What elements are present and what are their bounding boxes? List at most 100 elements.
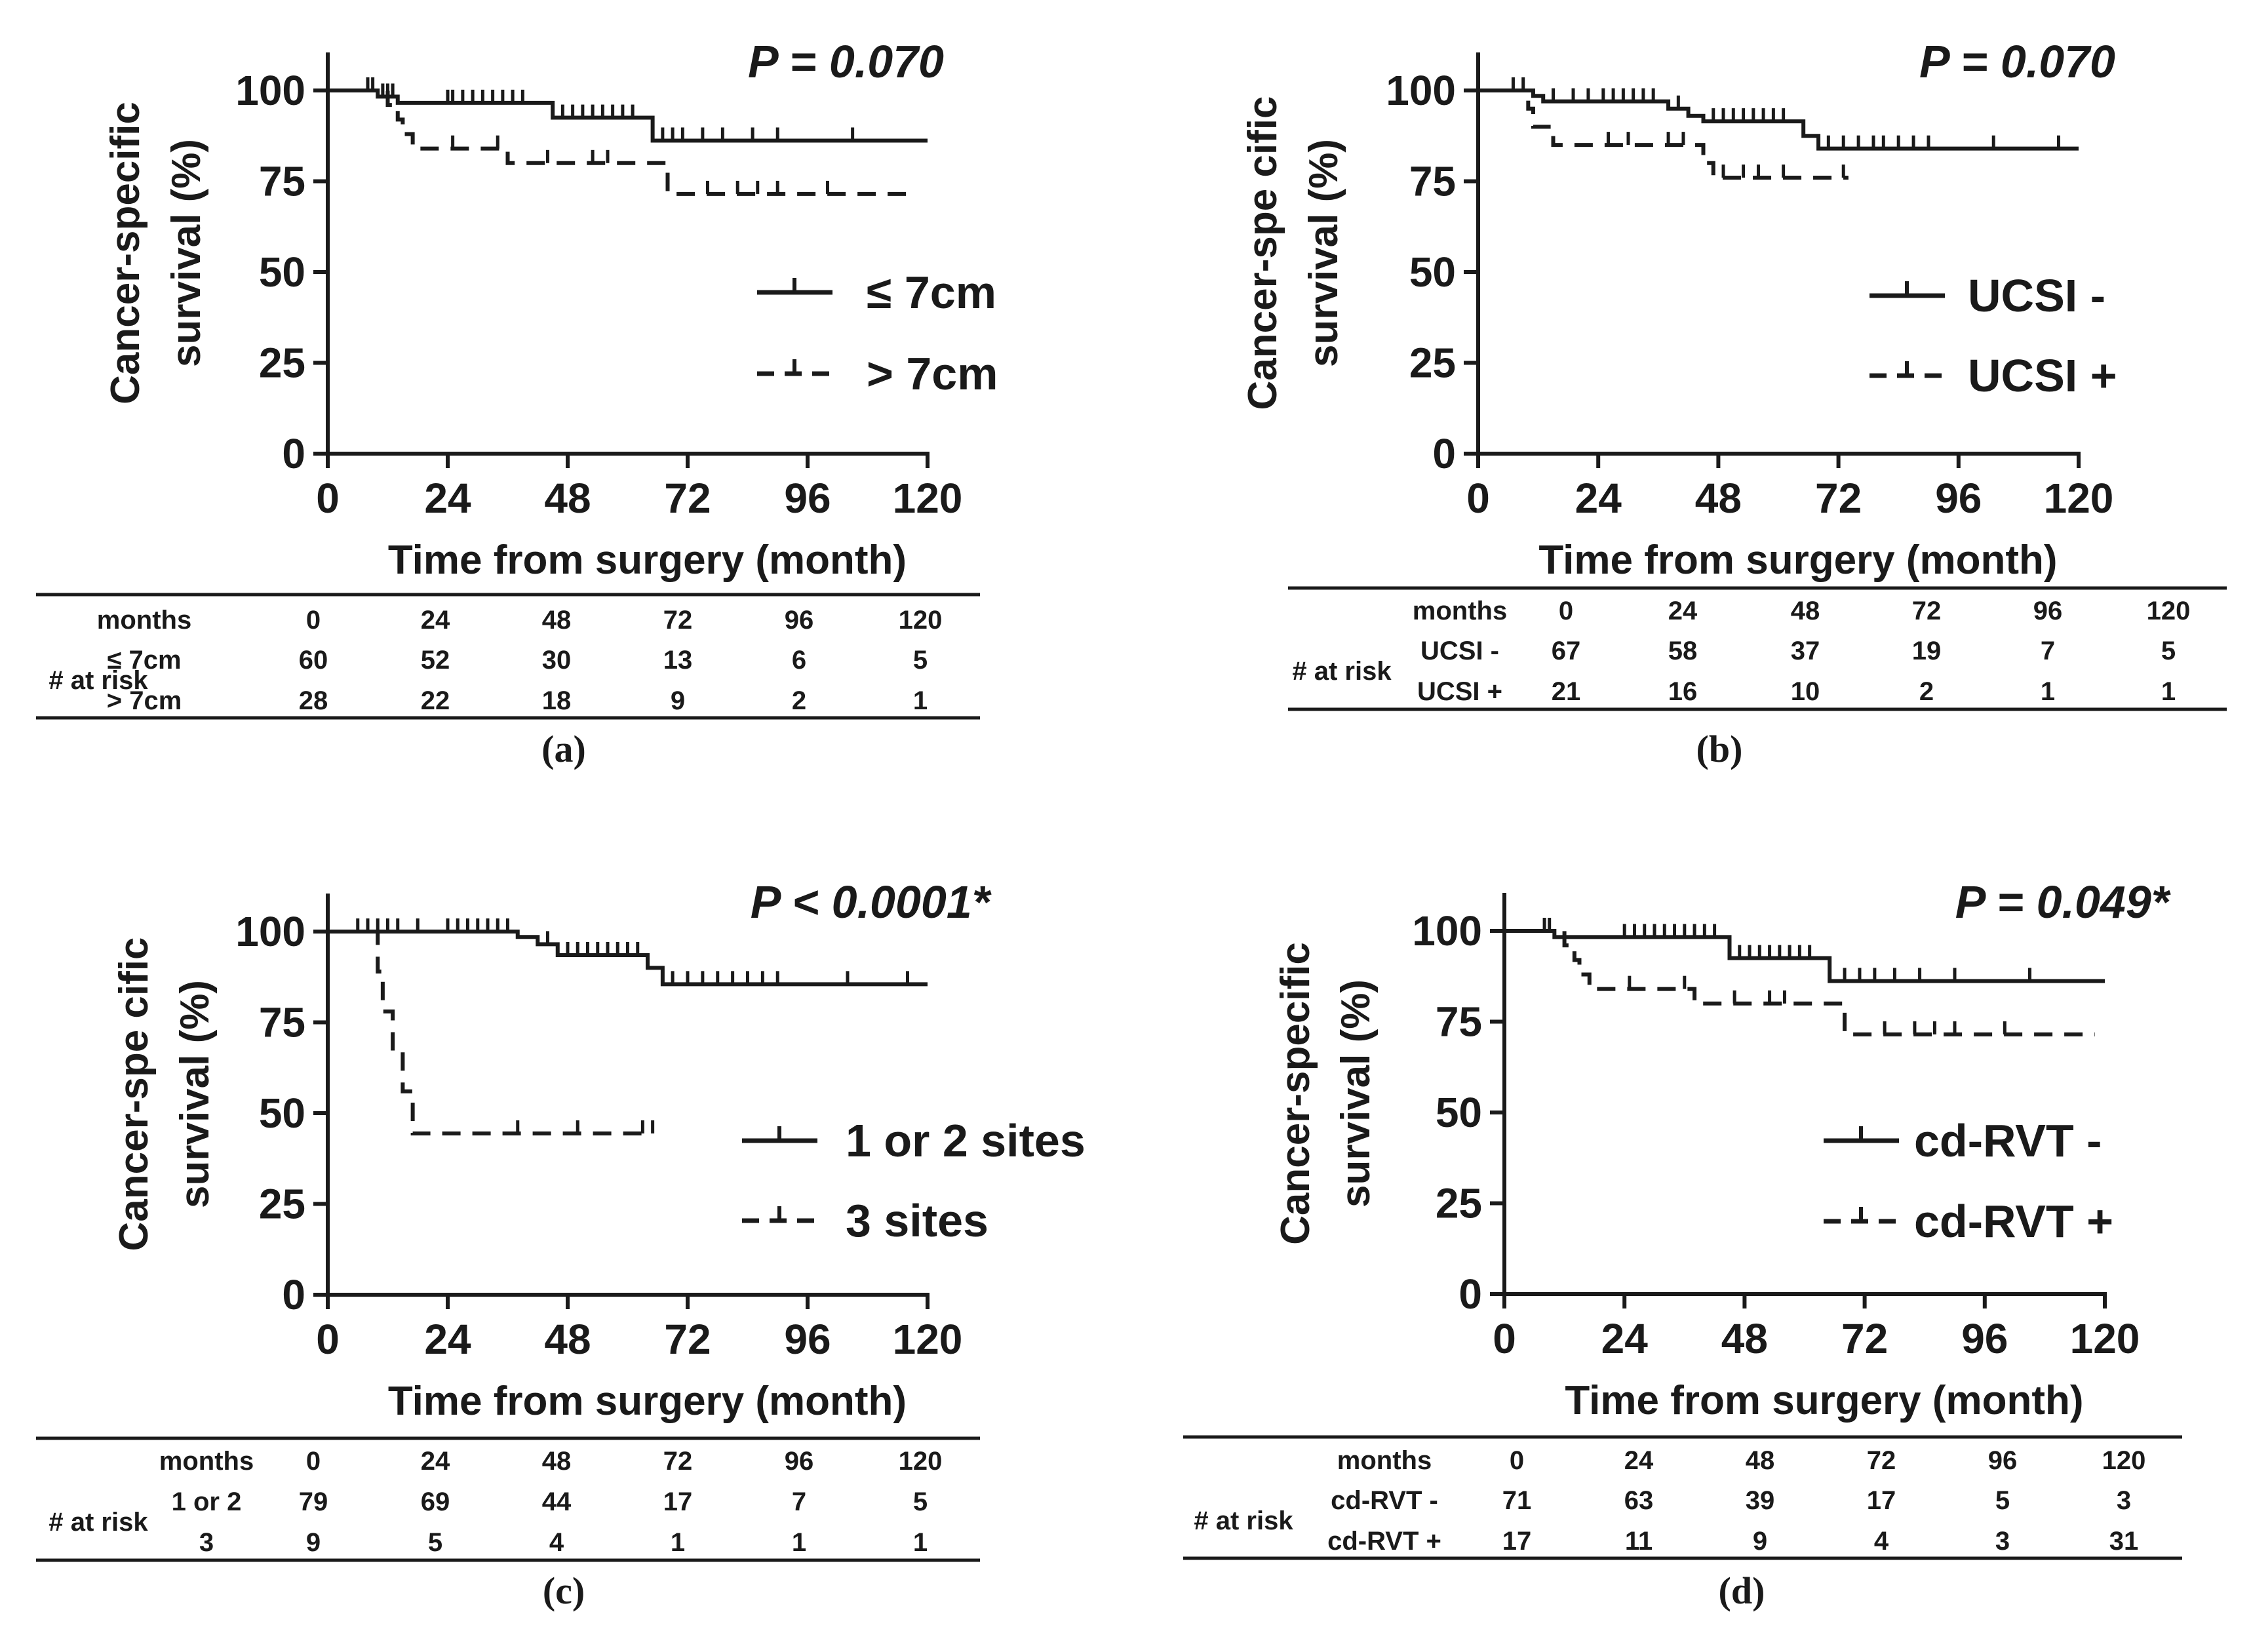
- risk-table-group-label: # at risk: [1292, 657, 1392, 686]
- panel-c: 0 25 50 75 100 0 24 48 72 96 120 Time from surgery …: [0, 826, 1126, 1652]
- risk-table-value-2: 1: [913, 686, 928, 715]
- panel-caption: (b): [1696, 728, 1743, 770]
- x-tick-label: 24: [424, 1316, 471, 1363]
- risk-table-group-label: # at risk: [49, 1508, 148, 1537]
- y-tick-label: 50: [1409, 248, 1456, 296]
- p-value-label: P = 0.049*: [1955, 876, 2171, 928]
- y-tick-label: 75: [1409, 158, 1456, 205]
- risk-table-value-1: 19: [1912, 637, 1942, 665]
- risk-table-header: months: [97, 606, 191, 635]
- y-tick-label: 25: [259, 1181, 305, 1228]
- risk-table-value-2: 16: [1668, 677, 1698, 706]
- risk-table-group-label: # at risk: [49, 666, 148, 695]
- risk-table-value-2: 1: [2161, 677, 2176, 706]
- y-tick-label: 75: [259, 158, 305, 205]
- legend-label-1: cd-RVT -: [1914, 1115, 2102, 1166]
- risk-table-group-label: # at risk: [1194, 1506, 1293, 1535]
- y-tick-label: 50: [259, 248, 305, 296]
- y-axis-title-line1: Cancer-spe cific: [111, 937, 157, 1251]
- x-tick-label: 0: [1466, 475, 1490, 522]
- risk-table-value-2: 4: [1874, 1527, 1889, 1556]
- risk-table-row-label-1: cd-RVT -: [1331, 1486, 1438, 1515]
- risk-table-value-1: 30: [542, 646, 572, 675]
- risk-table-value-2: 17: [1502, 1527, 1532, 1556]
- risk-table-value-1: 5: [913, 646, 928, 675]
- risk-table-time: 24: [1624, 1446, 1654, 1475]
- risk-table-value-1: 52: [421, 646, 450, 675]
- risk-table-time: 120: [899, 1447, 943, 1476]
- y-tick-label: 100: [235, 908, 305, 955]
- y-tick-label: 100: [1412, 907, 1482, 954]
- survival-curve-2: [372, 930, 653, 1136]
- risk-table-row-label-1: UCSI -: [1420, 637, 1499, 665]
- risk-table-row-label-2: > 7cm: [107, 686, 182, 715]
- x-tick-label: 0: [1493, 1315, 1516, 1362]
- x-tick-label: 120: [2070, 1315, 2140, 1362]
- y-tick-label: 0: [1458, 1270, 1482, 1318]
- risk-table-time: 48: [1746, 1446, 1775, 1475]
- risk-table-value-1: 71: [1502, 1486, 1532, 1515]
- risk-table-time: 0: [1559, 597, 1573, 625]
- y-tick-label: 0: [1432, 430, 1456, 477]
- y-tick-label: 25: [1409, 340, 1456, 387]
- y-axis-title-line2: survival (%): [172, 980, 218, 1208]
- legend-label-2: cd-RVT +: [1914, 1196, 2113, 1247]
- risk-table-time: 96: [2033, 597, 2063, 625]
- x-tick-label: 48: [544, 1316, 591, 1363]
- risk-table-value-1: 6: [792, 646, 806, 675]
- risk-table-value-1: 60: [299, 646, 328, 675]
- panel-caption: (d): [1719, 1569, 1765, 1612]
- risk-table-value-1: 67: [1552, 637, 1581, 665]
- x-tick-label: 24: [1575, 475, 1622, 522]
- risk-table-value-1: 37: [1791, 637, 1820, 665]
- risk-table-value-2: 9: [306, 1528, 321, 1557]
- x-tick-label: 72: [664, 1316, 711, 1363]
- risk-table-time: 0: [1510, 1446, 1524, 1475]
- risk-table-value-1: 63: [1624, 1486, 1654, 1515]
- risk-table-value-1: 39: [1746, 1486, 1775, 1515]
- survival-curve-1: [328, 88, 928, 143]
- risk-table-value-1: 5: [913, 1487, 928, 1516]
- risk-table-value-1: 58: [1668, 637, 1698, 665]
- risk-table-value-1: 44: [542, 1487, 572, 1516]
- risk-table-time: 48: [542, 1447, 572, 1476]
- x-tick-label: 72: [1815, 475, 1862, 522]
- panel-a: 0 25 50 75 100 0 24 48 72 96 120 Time from surgery …: [0, 0, 1126, 826]
- legend-label-1: 1 or 2 sites: [846, 1115, 1086, 1166]
- risk-table-row-label-2: 3: [199, 1528, 214, 1557]
- risk-table-value-1: 13: [663, 646, 693, 675]
- y-tick-label: 75: [259, 999, 305, 1046]
- risk-table-time: 72: [663, 606, 693, 635]
- x-tick-label: 96: [784, 1316, 831, 1363]
- panel-b: 0 25 50 75 100 0 24 48 72 96 120 Time from surgery …: [1126, 0, 2251, 826]
- risk-table-row-label-2: cd-RVT +: [1327, 1527, 1441, 1556]
- risk-table-value-2: 2: [792, 686, 806, 715]
- risk-table-value-2: 10: [1791, 677, 1820, 706]
- survival-curve-2: [1478, 88, 1849, 180]
- risk-table-value-2: 1: [2041, 677, 2055, 706]
- risk-table-value-2: 2: [1919, 677, 1934, 706]
- legend-label-1: UCSI -: [1968, 270, 2105, 321]
- x-tick-label: 120: [893, 1316, 963, 1363]
- panel-caption: (a): [541, 728, 586, 770]
- survival-curve-1: [1504, 929, 2105, 983]
- risk-table-value-1: 79: [299, 1487, 328, 1516]
- x-tick-label: 48: [1695, 475, 1742, 522]
- risk-table-value-2: 9: [1753, 1527, 1767, 1556]
- x-tick-label: 96: [1935, 475, 1982, 522]
- risk-table-value-2: 5: [428, 1528, 442, 1557]
- risk-table-time: 120: [2147, 597, 2191, 625]
- p-value-label: P = 0.070: [1919, 36, 2115, 87]
- risk-table-value-2: 31: [2109, 1527, 2139, 1556]
- y-tick-label: 50: [259, 1090, 305, 1137]
- x-tick-label: 0: [316, 475, 340, 522]
- risk-table-value-1: 3: [2117, 1486, 2131, 1515]
- risk-table-value-1: 5: [2161, 637, 2176, 665]
- y-axis-title-line2: survival (%): [1333, 979, 1379, 1208]
- y-tick-label: 75: [1436, 998, 1482, 1046]
- risk-table-time: 48: [542, 606, 572, 635]
- risk-table-time: 24: [1668, 597, 1698, 625]
